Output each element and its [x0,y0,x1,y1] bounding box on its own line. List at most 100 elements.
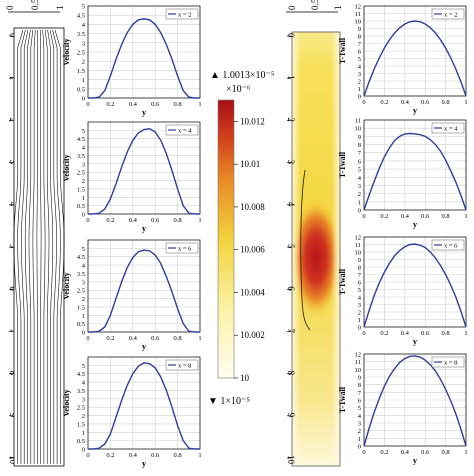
colorbar-tick-label: 10.004 [240,287,265,297]
contour-streamline [17,29,26,464]
xtick-label: 0.8 [174,217,182,224]
ytick-label: 10 [355,126,362,133]
colorbar-max-label: ▲ 1.0013×10⁻⁵ [210,70,274,81]
ytick-label: 5 [82,128,85,135]
ytick-label: 1 [82,195,85,202]
plot-frame [363,5,467,97]
xtick-label: 0.4 [129,101,138,108]
series-line [363,20,467,97]
ytick-label: 10 [355,250,362,257]
xtick-label: 1 [464,99,467,106]
ytick-label: 4.5 [77,371,85,378]
ytick-label: 0.5 [77,203,85,210]
ytick-label: 2.5 [77,405,85,412]
ytick-label: 7 [358,150,362,157]
heatmap-ytick-label: 7 [286,328,296,333]
xtick-label: 0.6 [421,330,430,337]
series-line [363,355,467,447]
ytick-label: 12 [355,4,362,11]
xtick-label: 0.8 [442,99,450,106]
contour-xtick-label: 0.5 [30,0,40,10]
ytick-label: 2 [82,178,85,185]
plot-area [88,122,200,214]
ytick-label: 0 [358,444,361,451]
ytick-label: 9 [358,257,361,264]
colorbar-tick-label: 10.012 [240,116,265,126]
ytick-label: 10 [355,19,362,26]
y-axis-label: Velocity [62,154,71,181]
contour-streamline [52,29,61,464]
ytick-label: 3.5 [77,388,85,395]
heatmap-ytick-label: 3 [286,160,296,165]
ytick-label: 2 [358,310,361,317]
ytick-label: 0 [358,208,361,215]
x-axis-label: y [142,224,146,233]
ytick-label: 9 [358,26,361,33]
ytick-label: 0 [82,447,85,454]
colorbar-tick-label: 10.008 [240,202,265,212]
xtick-label: 0.2 [380,449,388,456]
xtick-label: 0.4 [401,99,410,106]
colorbar-min-label: ▼ 1×10⁻⁵ [208,396,250,407]
contour-ytick-label: 9 [8,413,18,418]
legend-box [165,124,199,136]
xtick-label: 0 [362,213,365,220]
xtick-label: 1 [198,335,201,342]
series-line [363,243,467,328]
ytick-label: 2 [358,428,361,435]
ytick-label: 3.5 [77,31,85,38]
ytick-label: 7 [358,272,362,279]
xtick-label: 0.6 [151,335,160,342]
xtick-label: 1 [464,449,467,456]
ytick-label: 8 [358,34,361,41]
contour-ytick-label: 10 [8,455,18,465]
contour-ytick-label: 2 [8,117,18,122]
xtick-label: 0 [362,449,365,456]
ytick-label: 2.5 [77,170,85,177]
xtick-label: 0.6 [421,213,430,220]
contour-streamline [28,29,34,464]
contour-streamline [44,29,50,464]
contour-streamline [36,29,39,464]
y-axis-label: Velocity [62,389,71,416]
xtick-label: 0.8 [442,330,450,337]
ytick-label: 11 [355,11,361,18]
xtick-label: 0.4 [401,213,410,220]
ytick-label: 2 [82,413,85,420]
ytick-label: 12 [355,235,362,242]
heatmap-ytick-label: 2 [286,117,296,122]
xtick-label: 1 [198,217,201,224]
xtick-label: 0 [86,335,89,342]
xtick-label: 0 [86,452,89,459]
y-axis-label: T-Twall [338,37,347,64]
ytick-label: 2.5 [77,50,85,57]
ytick-label: 6 [358,158,362,165]
ytick-label: 5 [82,246,85,253]
ytick-label: 3 [82,279,85,286]
ytick-label: 3.5 [77,271,85,278]
heatmap-ytick-label: 4 [286,202,296,207]
ytick-label: 7 [358,390,362,397]
legend-box [165,242,199,254]
xtick-label: 0.2 [106,452,114,459]
legend-label: x = 6 [444,243,458,250]
ytick-label: 1.5 [77,186,85,193]
legend-box [431,8,465,20]
ytick-label: 0.5 [77,321,85,328]
xtick-label: 0.4 [401,449,410,456]
xtick-label: 0 [86,217,89,224]
ytick-label: 6 [358,398,362,405]
ytick-label: 4 [82,263,86,270]
y-axis-label: T-Twall [338,151,347,178]
ytick-label: 3.5 [77,153,85,160]
xtick-label: 0.2 [380,99,388,106]
ytick-label: 10 [355,367,362,374]
velocity-plot-x6: 00.511.522.533.544.550 0.2 0.4 0.6 0.8 1yVelo… [62,239,202,351]
contour-ytick-label: 0 [8,33,18,38]
ytick-label: 1 [358,436,361,443]
legend-label: x = 8 [444,360,457,367]
ytick-label: 2.5 [77,288,85,295]
series-line [88,362,200,450]
legend-label: x = 2 [444,12,457,19]
